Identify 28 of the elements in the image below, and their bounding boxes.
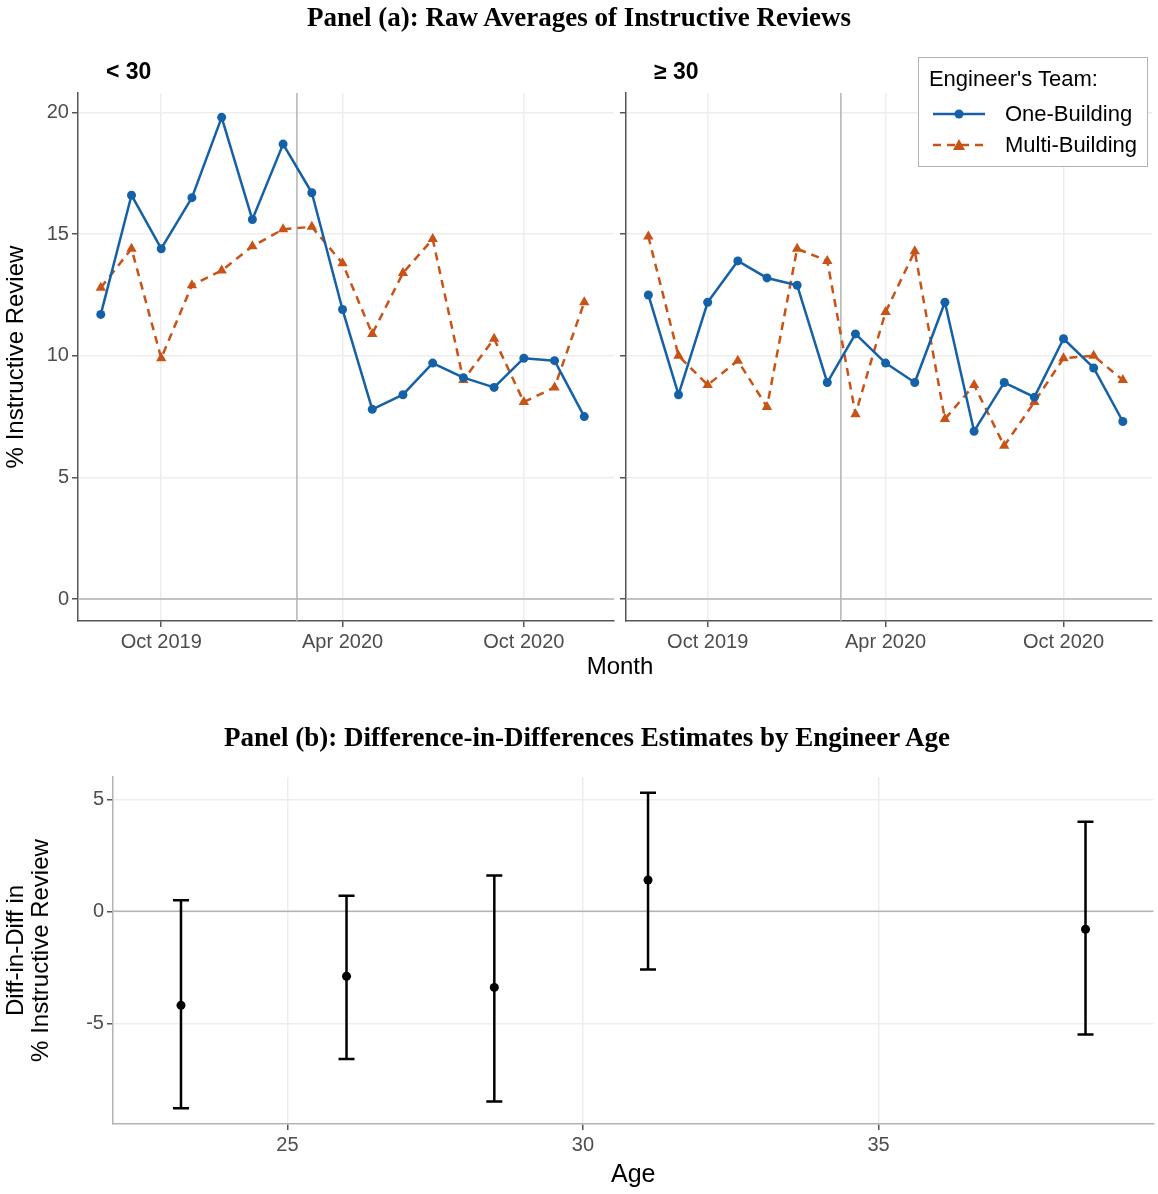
y-axis-title: Diff-in-Diff in % Instructive Review	[1, 838, 54, 1062]
x-axis-title: Month	[586, 652, 654, 680]
x-tick-label: 35	[867, 1132, 890, 1155]
legend-title: Engineer's Team:	[928, 66, 1099, 92]
chart-subtitle: ≥ 30	[654, 58, 699, 85]
chart-subtitle: < 30	[106, 58, 152, 85]
legend-label: Multi-Building	[1004, 131, 1137, 158]
legend-label: One-Building	[1004, 100, 1133, 127]
x-tick-label: 25	[276, 1132, 299, 1155]
y-tick-label: 0	[92, 898, 104, 921]
x-tick-label: Oct 2020	[483, 629, 565, 652]
x-tick-label: Oct 2019	[667, 629, 749, 652]
x-tick-label: 30	[571, 1132, 595, 1155]
y-tick-label: 15	[46, 221, 69, 244]
chart-title: Panel (a): Raw Averages of Instructive Reviews	[307, 2, 851, 33]
y-tick-label: 5	[57, 464, 69, 487]
y-tick-label: 0	[57, 586, 69, 609]
x-tick-label: Oct 2020	[1022, 629, 1105, 652]
x-tick-label: Oct 2019	[120, 629, 202, 652]
chart-title: Panel (b): Difference-in-Differences Estimates by Engineer Age	[224, 722, 950, 753]
y-tick-label: -5	[86, 1010, 104, 1033]
y-tick-label: 20	[46, 99, 69, 122]
y-tick-label: 10	[46, 343, 69, 366]
x-axis-title: Age	[611, 1158, 656, 1187]
x-tick-label: Apr 2020	[301, 629, 384, 652]
x-tick-label: Apr 2020	[845, 629, 927, 652]
y-tick-label: 5	[92, 786, 104, 809]
y-axis-title: % Instructive Review	[1, 244, 29, 469]
